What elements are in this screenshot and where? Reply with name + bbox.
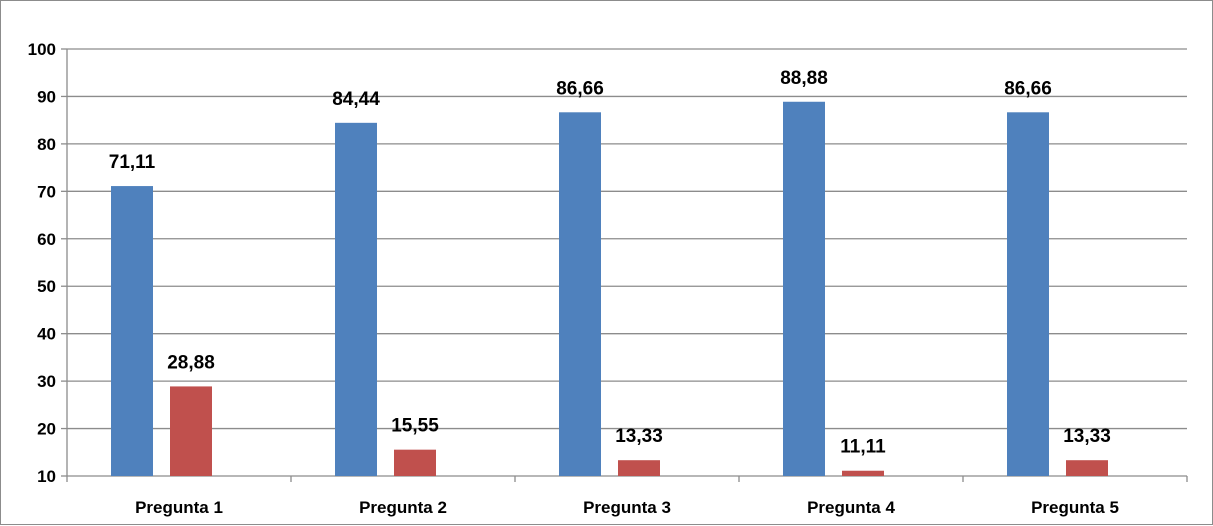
- bar-series-1: [1007, 112, 1049, 476]
- data-label: 13,33: [1063, 426, 1111, 447]
- y-tick-label: 40: [37, 325, 56, 344]
- bars: [111, 101, 1108, 477]
- data-label: 86,66: [556, 78, 604, 99]
- y-tick-label: 20: [37, 420, 56, 439]
- bar-series-2: [394, 449, 436, 476]
- category-label: Pregunta 2: [359, 498, 447, 517]
- y-tick-label: 80: [37, 135, 56, 154]
- bar-series-2: [170, 386, 212, 476]
- bar-series-1: [783, 101, 825, 476]
- y-tick-label: 90: [37, 87, 56, 106]
- category-label: Pregunta 1: [135, 498, 223, 517]
- y-tick-label: 30: [37, 372, 56, 391]
- data-label: 28,88: [167, 352, 215, 373]
- y-axis-tick-labels: 10 20 30 40 50 60 70 80 90 100: [28, 40, 56, 486]
- y-tick-label: 10: [37, 467, 56, 486]
- category-label: Pregunta 3: [583, 498, 671, 517]
- data-label: 86,66: [1004, 78, 1052, 99]
- category-label: Pregunta 5: [1031, 498, 1119, 517]
- y-tick-label: 50: [37, 277, 56, 296]
- data-label: 11,11: [840, 437, 886, 458]
- data-label: 13,33: [615, 426, 663, 447]
- data-label: 71,11: [109, 152, 156, 173]
- bar-series-1: [559, 112, 601, 476]
- y-tick-label: 70: [37, 182, 56, 201]
- bar-series-1: [111, 186, 153, 476]
- y-tick-label: 60: [37, 230, 56, 249]
- data-label: 84,44: [332, 89, 380, 110]
- bar-series-2: [1066, 460, 1108, 476]
- bar-series-2: [842, 470, 884, 476]
- data-label: 15,55: [391, 416, 439, 437]
- y-tick-label: 100: [28, 40, 56, 59]
- gridlines: [67, 48, 1187, 430]
- category-label: Pregunta 4: [807, 498, 895, 517]
- bar-series-2: [618, 460, 660, 476]
- data-label: 88,88: [780, 68, 828, 89]
- x-axis-category-labels: Pregunta 1 Pregunta 2 Pregunta 3 Pregunta 4…: [135, 498, 1119, 517]
- data-labels: 71,11 84,44 86,66 88,88 86,66 28,88 15,55 13,33…: [109, 68, 1111, 458]
- bar-series-1: [335, 122, 377, 477]
